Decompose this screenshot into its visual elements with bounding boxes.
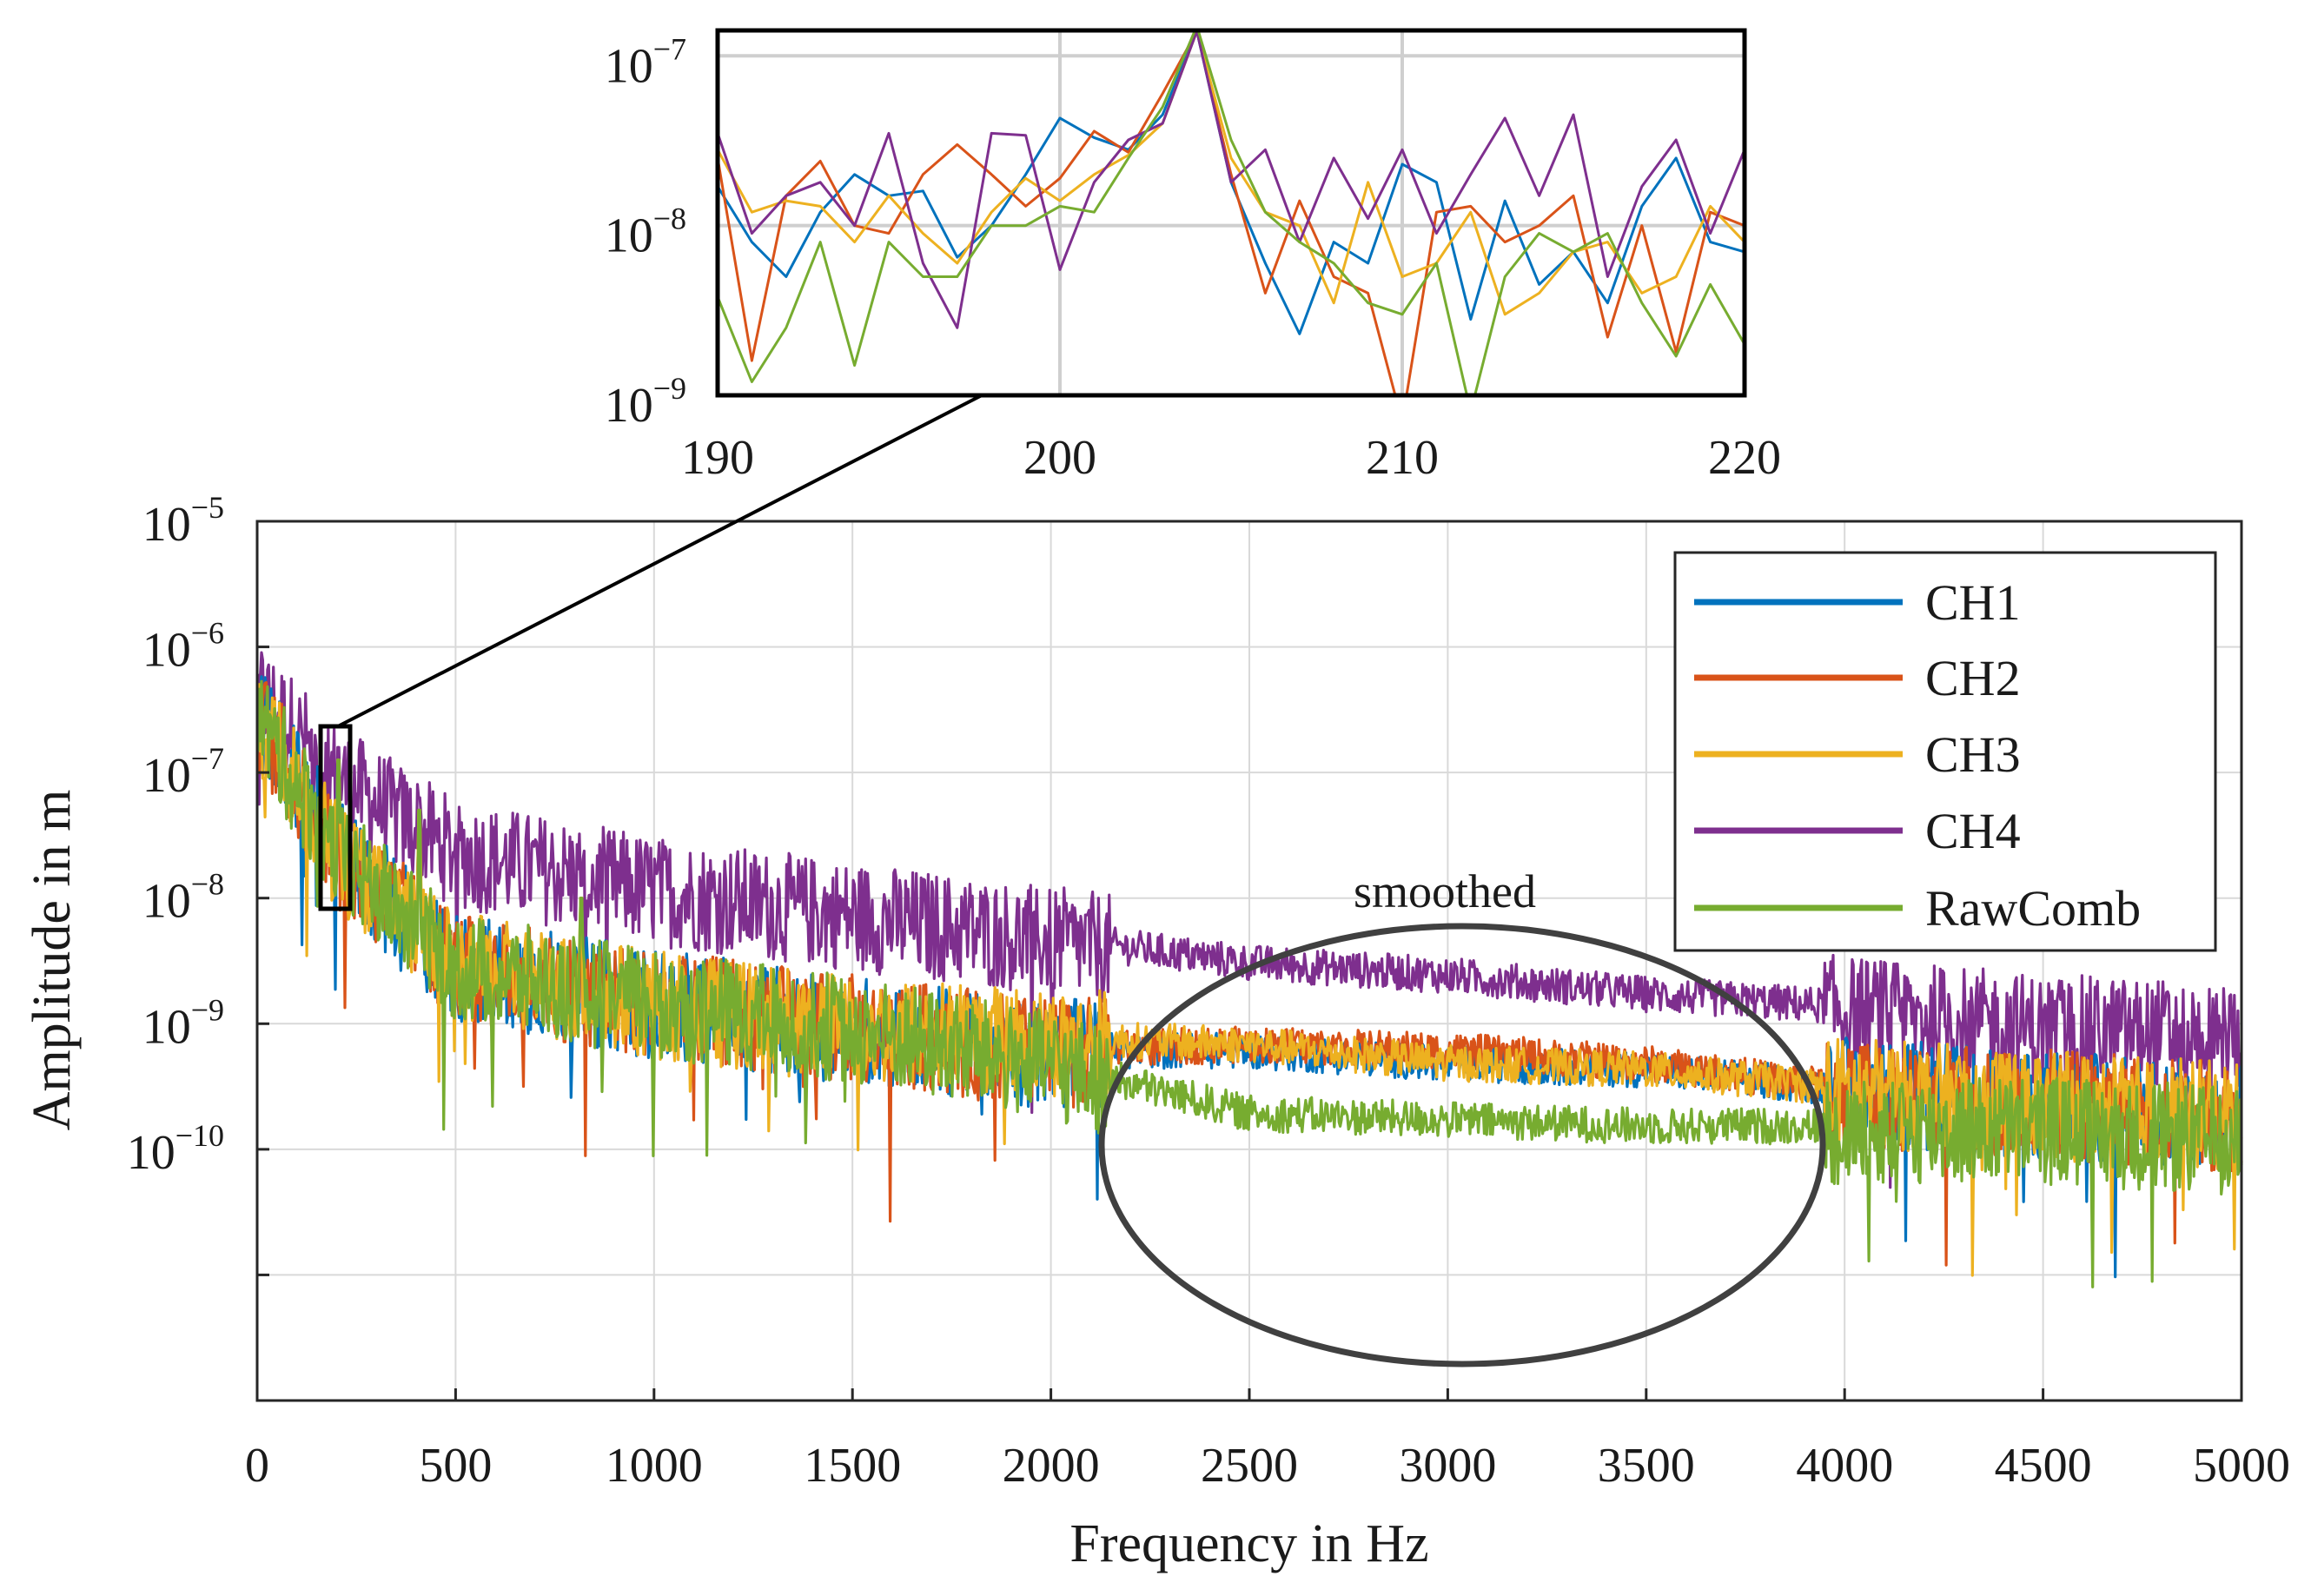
- main-x-tick-label: 1500: [804, 1439, 901, 1493]
- main-x-tick-label: 5000: [2193, 1439, 2290, 1493]
- inset-y-ticks: 10−7 10−8 10−9: [605, 31, 686, 433]
- y-axis-label: Amplitude in m: [23, 790, 82, 1131]
- legend-label-ch1: CH1: [1925, 574, 2021, 631]
- inset-x-tick-label: 200: [1023, 431, 1096, 485]
- main-series: [256, 651, 2243, 1288]
- zoom-connector-top: [337, 394, 983, 728]
- main-x-tick-label: 4500: [1995, 1439, 2092, 1493]
- legend-entry-rawcomb: RawComb: [1694, 880, 2141, 937]
- main-x-ticks: 0 500 1000 1500 2000 2500 3000 3500 4000 4500 5000: [245, 1388, 2290, 1493]
- legend-label-ch4: CH4: [1925, 803, 2021, 859]
- inset-axes-frame: [715, 28, 1747, 398]
- smoothed-label: smoothed: [1354, 865, 1536, 917]
- legend-label-ch3: CH3: [1925, 726, 2021, 783]
- main-plot: 0 500 1000 1500 2000 2500 3000 3500 4000 4500 5000…: [23, 394, 2290, 1573]
- x-axis-label: Frequency in Hz: [1069, 1514, 1428, 1573]
- main-x-tick-label: 1000: [606, 1439, 703, 1493]
- main-y-tick-label: 10−10: [127, 1118, 224, 1180]
- legend: CH1 CH2 CH3 CH4 RawComb: [1673, 551, 2217, 952]
- main-y-tick-label: 10−7: [142, 741, 224, 803]
- inset-series-rawcomb: [718, 30, 1745, 395]
- main-x-tick-label: 3000: [1399, 1439, 1496, 1493]
- main-x-tick-label: 500: [419, 1439, 492, 1493]
- main-y-tick-label: 10−6: [142, 616, 224, 678]
- main-y-tick-label: 10−8: [142, 867, 224, 929]
- inset-series-ch2: [718, 30, 1745, 395]
- main-x-tick-label: 2500: [1201, 1439, 1298, 1493]
- main-y-ticks: 10−5 10−6 10−7 10−8 10−9 10−10: [127, 490, 269, 1276]
- inset-y-tick-label: 10−7: [605, 31, 686, 93]
- legend-label-rawcomb: RawComb: [1925, 880, 2141, 937]
- legend-entry-ch1: CH1: [1694, 574, 2021, 631]
- legend-entry-ch3: CH3: [1694, 726, 2021, 783]
- inset-x-tick-label: 210: [1366, 431, 1439, 485]
- zoom-box: [318, 724, 353, 911]
- inset-x-tick-label: 190: [681, 431, 754, 485]
- main-series-rawcomb: [256, 679, 2243, 1288]
- main-y-tick-label: 10−5: [142, 490, 224, 552]
- inset-x-ticks: 190 200 210 220: [681, 431, 1781, 485]
- main-x-tick-label: 3500: [1598, 1439, 1695, 1493]
- inset-x-tick-label: 220: [1708, 431, 1781, 485]
- inset-grid: [718, 30, 1745, 395]
- legend-entry-ch2: CH2: [1694, 650, 2021, 706]
- legend-entry-ch4: CH4: [1694, 803, 2021, 859]
- inset-series-ch4: [718, 30, 1745, 329]
- main-y-tick-label: 10−9: [142, 992, 224, 1054]
- main-x-tick-label: 4000: [1796, 1439, 1893, 1493]
- main-x-tick-label: 0: [245, 1439, 269, 1493]
- main-x-tick-label: 2000: [1003, 1439, 1100, 1493]
- inset-y-tick-label: 10−9: [605, 371, 686, 433]
- inset-series: [718, 30, 1745, 395]
- smoothed-ellipse: [1098, 923, 1826, 1368]
- legend-label-ch2: CH2: [1925, 650, 2021, 706]
- inset-y-tick-label: 10−8: [605, 202, 686, 263]
- inset-plot: 190 200 210 220 10−7 10−8 10−9: [605, 28, 1781, 485]
